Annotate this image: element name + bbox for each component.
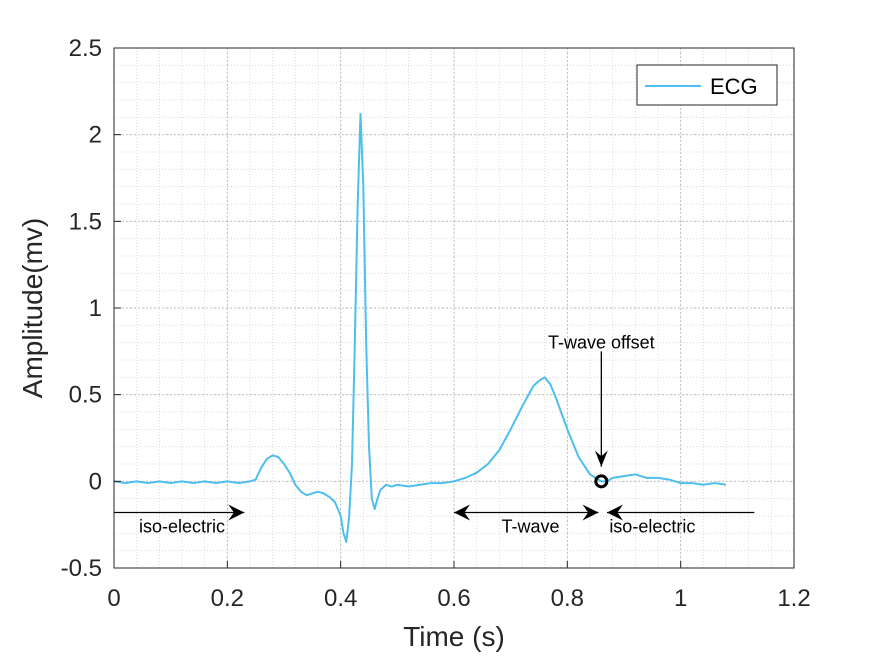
arrow-head (594, 450, 608, 467)
y-axis-label: Amplitude(mv) (17, 218, 48, 398)
arrow-head (228, 504, 245, 521)
y-tick-label: 2.5 (69, 35, 102, 62)
y-tick-label: 2 (89, 122, 102, 149)
x-tick-label: 0.2 (211, 585, 244, 612)
annotation-label: iso-electric (609, 516, 695, 536)
annotation-layer: iso-electric T-wave iso-electric T-wave off… (114, 333, 755, 536)
arrow-head (582, 504, 599, 521)
y-tick-label: 0.5 (69, 382, 102, 409)
x-tick-label: 0.8 (551, 585, 584, 612)
annotation-label: iso-electric (139, 516, 225, 536)
x-tick-label: 1.2 (777, 585, 810, 612)
y-tick-label: -0.5 (61, 555, 102, 582)
arrow-head (454, 504, 470, 521)
y-tick-label: 1.5 (69, 208, 102, 235)
x-tick-label: 0.6 (437, 585, 470, 612)
x-axis-label: Time (s) (403, 621, 505, 652)
y-tick-label: 1 (89, 295, 102, 322)
arrow-head (607, 504, 623, 521)
annotation-label: T-wave offset (548, 333, 655, 353)
x-tick-label: 0 (107, 585, 120, 612)
ticks: 0 0.2 0.4 0.6 0.8 1 1.2-0.500.511.522.5 (61, 35, 811, 612)
legend: ECG (636, 64, 778, 106)
x-tick-label: 0.4 (324, 585, 357, 612)
y-tick-label: 0 (89, 468, 102, 495)
annotation-label: T-wave (501, 516, 559, 536)
x-tick-label: 1 (674, 585, 687, 612)
t-wave-offset-marker (594, 474, 609, 489)
legend-label-ecg: ECG (710, 74, 758, 99)
